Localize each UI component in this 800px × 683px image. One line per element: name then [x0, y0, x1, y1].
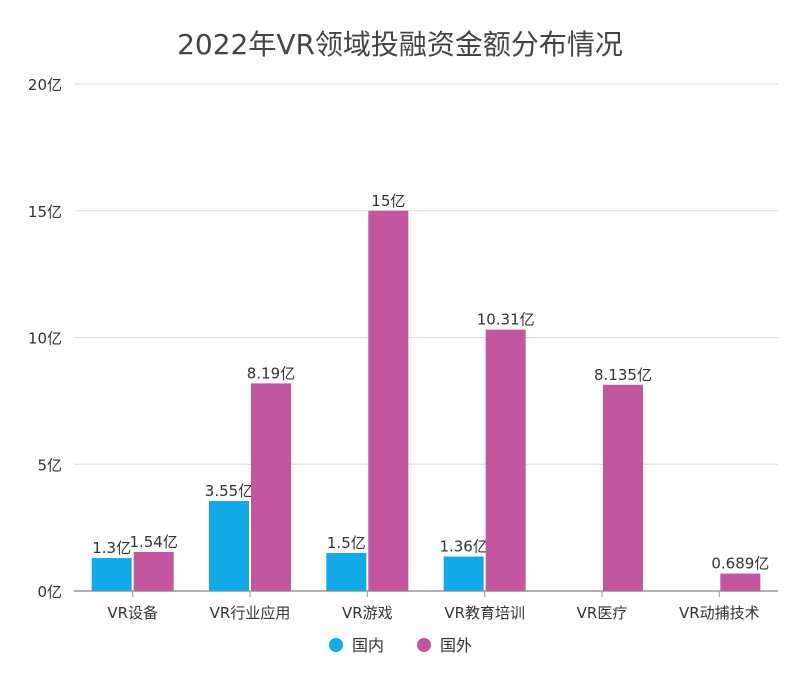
data-label: 1.5亿 [327, 534, 366, 552]
bar-domestic [91, 558, 132, 591]
data-label: 1.36亿 [439, 538, 487, 556]
legend-marker-domestic [329, 638, 343, 652]
bar-domestic [326, 552, 367, 591]
y-tick-label: 5亿 [37, 456, 62, 474]
x-tick-label: VR医疗 [577, 604, 628, 622]
x-tick-label: VR游戏 [342, 604, 393, 622]
y-tick-label: 0亿 [37, 583, 62, 601]
legend-label-domestic: 国内 [352, 636, 384, 655]
bar-foreign [720, 573, 761, 591]
data-label: 1.54亿 [129, 533, 177, 551]
data-label: 0.689亿 [711, 555, 769, 573]
bar-foreign [368, 210, 409, 591]
x-tick-label: VR设备 [107, 604, 158, 622]
data-label: 3.55亿 [205, 482, 253, 500]
y-tick-label: 15亿 [28, 203, 62, 221]
chart-title: 2022年VR领域投融资金额分布情况 [177, 28, 623, 61]
bar-foreign [133, 551, 174, 591]
x-tick-label: VR行业应用 [210, 604, 291, 622]
y-tick-label: 10亿 [28, 330, 62, 348]
bar-foreign [251, 383, 291, 591]
data-label: 15亿 [371, 192, 405, 210]
x-tick-label: VR教育培训 [444, 604, 525, 622]
bar-domestic [209, 501, 249, 591]
data-label: 8.135亿 [594, 366, 652, 384]
data-label: 8.19亿 [247, 364, 295, 382]
legend-label-foreign: 国外 [440, 636, 472, 655]
legend-marker-foreign [417, 638, 431, 652]
data-label: 1.3亿 [92, 539, 131, 557]
y-tick-label: 20亿 [28, 76, 62, 94]
data-label: 10.31亿 [477, 311, 535, 329]
bar-foreign [603, 384, 643, 591]
bar-foreign [485, 329, 526, 591]
x-tick-label: VR动捕技术 [679, 604, 760, 622]
bar-domestic [443, 556, 484, 591]
legend: 国内 国外 [329, 636, 472, 655]
